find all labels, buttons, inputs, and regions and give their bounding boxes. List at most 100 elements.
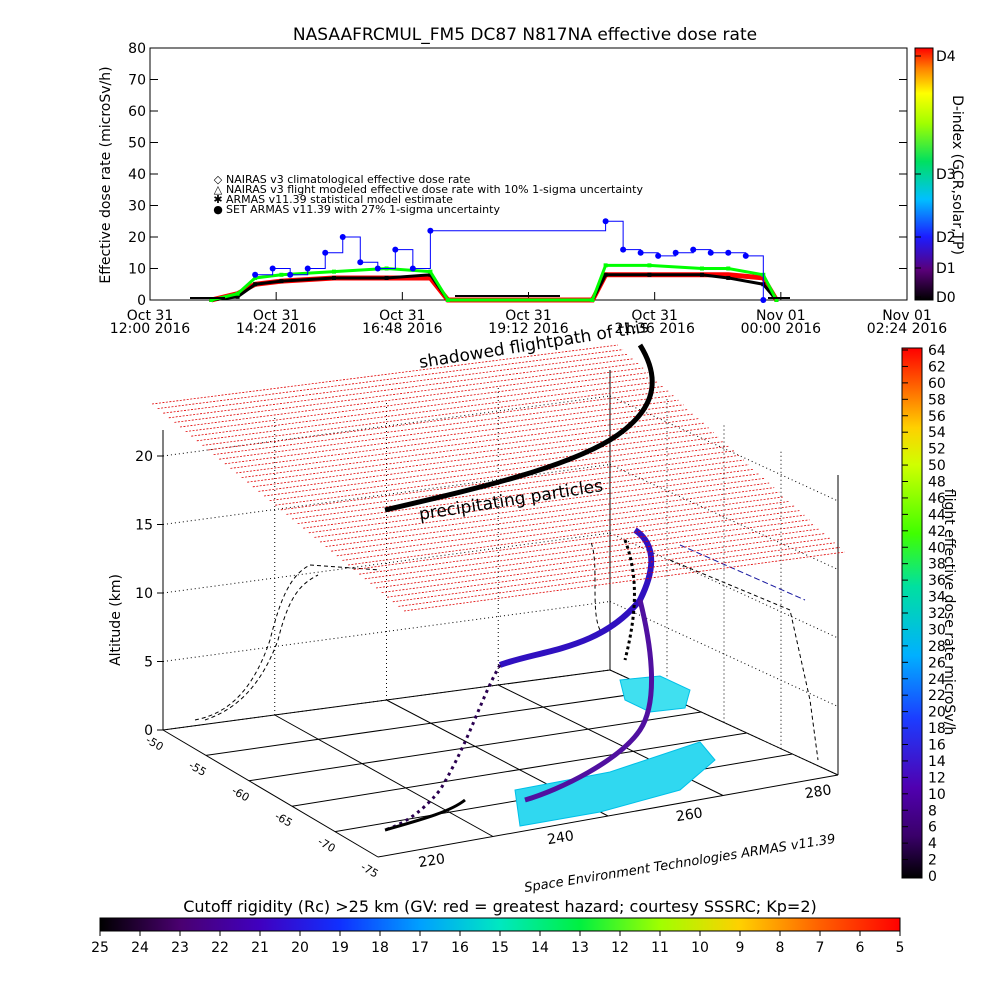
particle-band-line	[258, 432, 714, 492]
dose-tick-label: 36	[928, 573, 946, 589]
longitude-tick-label: 220	[417, 851, 446, 871]
series-line	[255, 220, 764, 300]
dose-tick-label: 46	[928, 491, 946, 507]
data-point	[726, 275, 731, 280]
latitude-tick-label: -65	[273, 810, 295, 830]
particle-band-line	[224, 404, 684, 465]
particle-band-line	[247, 422, 704, 483]
data-point	[279, 272, 284, 277]
latitude-tick-label: -60	[230, 784, 252, 804]
rc-tick-label: 7	[816, 940, 825, 956]
rc-tick-label: 9	[736, 940, 745, 956]
particle-band-line	[403, 551, 845, 612]
flight-track-start	[384, 798, 466, 832]
altitude-tick-label: 15	[135, 518, 153, 534]
data-point	[603, 263, 608, 268]
dose-tick-label: 14	[928, 754, 946, 770]
data-point	[690, 246, 697, 253]
dose-tick-label: 34	[928, 590, 946, 606]
rc-colorbar-label: Cutoff rigidity (Rc) >25 km (GV: red = g…	[183, 897, 817, 916]
rc-tick-label: 13	[571, 940, 589, 956]
rc-tick-label: 17	[411, 940, 429, 956]
data-point	[428, 269, 433, 274]
rc-tick-label: 14	[531, 940, 549, 956]
dose-colorbar-ticks: 0246810121416182022242628303234363840424…	[902, 343, 946, 885]
data-point	[392, 246, 399, 253]
particle-band-line	[297, 464, 750, 524]
track-segment-purple	[524, 599, 655, 803]
data-point	[209, 298, 214, 302]
legend-label: SET ARMAS v11.39 with 27% 1-sigma uncert…	[226, 203, 500, 216]
data-point	[655, 252, 662, 259]
top-x-tick-label-time: 16:48 2016	[362, 321, 443, 337]
data-point	[269, 265, 276, 272]
latitude-ticks: -50-55-60-65-70-75	[144, 733, 381, 880]
top-x-tick-label-time: 00:00 2016	[741, 321, 822, 337]
top-x-tick-label-date: Oct 31	[631, 308, 677, 324]
particle-band-line	[303, 468, 755, 529]
dose-tick-label: 58	[928, 392, 946, 408]
dose-tick-label: 42	[928, 524, 946, 540]
particle-band-line	[353, 510, 800, 570]
particle-band-line	[207, 390, 669, 451]
particle-band-line	[375, 528, 820, 589]
particle-band-line	[336, 496, 785, 557]
particle-band-line	[370, 524, 815, 584]
latitude-tick-label: -75	[359, 860, 381, 880]
dose-tick-label: 20	[928, 705, 946, 721]
dose-tick-label: 8	[928, 803, 937, 819]
top-x-tick-label-time: 14:24 2016	[236, 321, 317, 337]
dose-tick-label: 64	[928, 343, 946, 359]
particle-band-line	[325, 487, 775, 547]
cutoff-rigidity-regions	[514, 675, 716, 827]
top-y-axis-label: Effective dose rate (microSv/h)	[98, 66, 114, 283]
top-y-tick-label: 60	[128, 104, 146, 120]
flight-track-3d	[384, 343, 655, 832]
dose-tick-label: 2	[928, 853, 937, 869]
data-point	[384, 275, 389, 280]
particle-band-line	[364, 519, 810, 580]
particle-band-line	[168, 358, 634, 419]
particle-band-line	[263, 436, 719, 497]
data-point	[253, 282, 258, 287]
rc-tick-label: 25	[91, 940, 109, 956]
data-point	[427, 227, 434, 234]
cyan-region	[619, 675, 691, 713]
particle-band-line	[230, 409, 689, 469]
rc-tick-label: 24	[131, 940, 149, 956]
precipitating-particle-layer	[151, 344, 845, 612]
altitude-axis-label: Altitude (km)	[108, 574, 124, 666]
shadow-track-left	[194, 564, 381, 721]
dose-tick-label: 52	[928, 442, 946, 458]
dose-rate-timeseries: NASAAFRCMUL_FM5 DC87 N817NA effective do…	[98, 25, 965, 337]
rc-tick-label: 16	[451, 940, 469, 956]
top-y-ticks: 0 10 20 30 40 50 60 70 80	[128, 41, 907, 309]
particle-band-line	[286, 455, 740, 515]
particle-band-line	[196, 381, 659, 442]
data-point	[253, 275, 258, 280]
data-point	[252, 271, 259, 278]
dose-tick-label: 62	[928, 359, 946, 375]
data-point	[742, 252, 749, 259]
box-edge	[162, 729, 379, 858]
dose-tick-label: 0	[928, 869, 937, 885]
rc-tick-label: 18	[371, 940, 389, 956]
data-point	[235, 294, 240, 299]
data-point	[602, 218, 609, 225]
longitude-tick-label: 240	[546, 828, 575, 848]
particle-band-line	[308, 473, 760, 534]
data-point	[726, 272, 731, 277]
data-point	[339, 234, 346, 240]
d-tick-label: D0	[936, 290, 956, 306]
particle-band-line	[392, 542, 835, 603]
particle-band-line	[275, 445, 729, 506]
d-index-label: D-index (GCR,solar,TP)	[949, 95, 965, 255]
chart-title: NASAAFRCMUL_FM5 DC87 N817NA effective do…	[293, 25, 757, 45]
top-x-tick-label-date: Oct 31	[127, 308, 173, 324]
shadow-track-back	[589, 539, 601, 631]
particle-band-line	[202, 386, 664, 446]
particle-band-line	[331, 491, 780, 552]
rc-tick-label: 15	[491, 940, 509, 956]
